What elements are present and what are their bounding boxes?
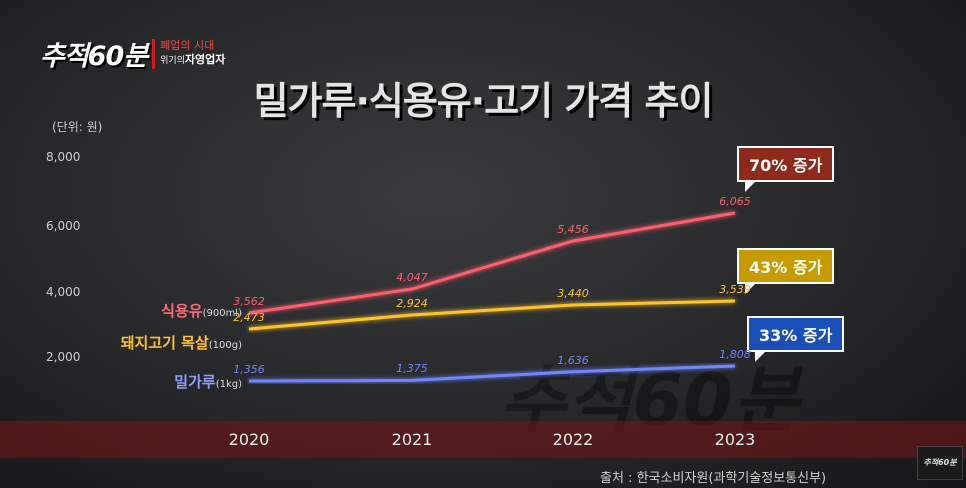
data-label: 3,539: [719, 283, 751, 296]
data-label: 1,808: [719, 348, 751, 361]
data-label: 4,047: [396, 271, 428, 284]
callout-suffix: 증가: [802, 326, 833, 345]
x-tick-label: 2023: [714, 430, 756, 449]
data-label: 6,065: [719, 195, 751, 208]
y-tick-label: 8,000: [46, 150, 81, 164]
data-label: 2,473: [233, 311, 265, 324]
x-axis-band: [0, 421, 966, 458]
data-label: 3,440: [557, 287, 589, 300]
callout-pork: 43% 증가: [737, 248, 835, 294]
data-label: 3,562: [233, 295, 265, 308]
logo-divider: [152, 38, 156, 69]
data-label: 1,636: [557, 353, 589, 367]
x-tick-label: 2021: [391, 430, 433, 449]
callout-oil: 70% 증가: [737, 146, 835, 192]
series-line: [248, 364, 736, 383]
callout-suffix: 증가: [792, 258, 823, 277]
callout-flour: 33% 증가: [747, 316, 845, 362]
series-line: [248, 211, 736, 315]
corner-badge: 추적60분: [917, 446, 963, 480]
callout-suffix: 증가: [792, 156, 823, 175]
data-label: 1,375: [396, 362, 428, 376]
series-label-flour: 밀가루(1kg): [174, 371, 242, 392]
series-name: 식용유: [161, 302, 203, 320]
y-tick-label: 6,000: [46, 219, 81, 233]
logo-subtitle: 폐업의 시대 위기의자영업자: [160, 39, 225, 68]
series-label-pork: 돼지고기 목살(100g): [121, 332, 242, 353]
source-note: 출처 : 한국소비자원(과학기술정보통신부): [600, 471, 827, 486]
logo-line1: 폐업의 시대: [160, 39, 215, 52]
data-label: 1,356: [233, 363, 265, 376]
x-tick-label: 2020: [228, 430, 270, 449]
unit-label: (단위: 원): [52, 120, 103, 134]
series-name: 밀가루: [174, 373, 216, 391]
y-tick-label: 2,000: [46, 350, 81, 364]
data-label: 2,924: [396, 297, 428, 310]
logo-line2-b: 자영업자: [184, 53, 226, 66]
series-line: [248, 299, 736, 331]
callout-percent: 70%: [749, 156, 788, 175]
series-name: 돼지고기 목살: [120, 334, 209, 352]
callout-percent: 43%: [749, 258, 788, 277]
logo-main: 추적60분: [40, 41, 148, 72]
data-label: 5,456: [557, 223, 589, 236]
program-logo: 추적60분 폐업의 시대 위기의자영업자: [40, 34, 225, 73]
series-qty: (1kg): [215, 379, 242, 390]
chart-title: 밀가루·식용유·고기 가격 추이: [253, 79, 714, 123]
callout-percent: 33%: [759, 326, 798, 345]
logo-line2-a: 위기의: [160, 56, 185, 66]
series-label-oil: 식용유(900ml): [161, 300, 242, 321]
y-tick-label: 4,000: [46, 285, 81, 299]
series-qty: (100g): [208, 340, 242, 351]
series-qty: (900ml): [202, 308, 242, 319]
x-tick-label: 2022: [552, 430, 594, 449]
